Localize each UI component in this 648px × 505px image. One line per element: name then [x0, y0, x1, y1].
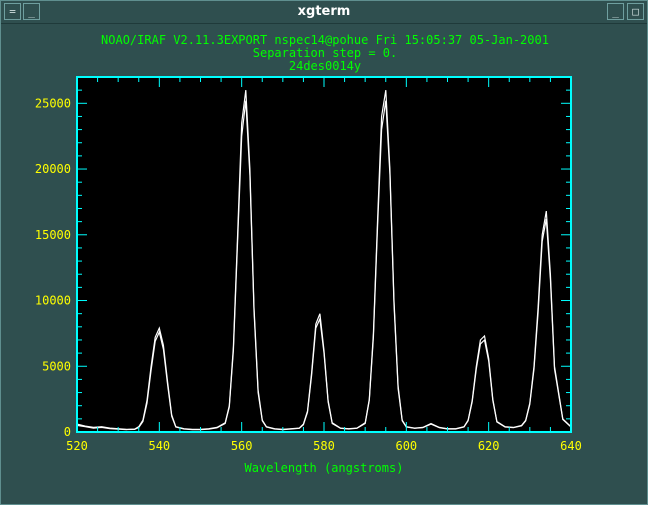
x-tick-label: 580	[313, 439, 335, 453]
y-tick-label: 20000	[35, 162, 71, 176]
x-axis-label: Wavelength (angstroms)	[245, 461, 404, 475]
minimize-button[interactable]: _	[23, 3, 40, 20]
spectrum-traces	[76, 90, 572, 431]
y-tick-label: 0	[64, 425, 71, 439]
spectrum-plot: NOAO/IRAF V2.11.3EXPORT nspec14@pohue Fr…	[35, 33, 582, 475]
x-tick-label: 600	[395, 439, 417, 453]
x-tick-label: 560	[231, 439, 253, 453]
y-tick-label: 5000	[42, 359, 71, 373]
y-tick-label: 15000	[35, 228, 71, 242]
graphics-canvas[interactable]: NOAO/IRAF V2.11.3EXPORT nspec14@pohue Fr…	[9, 25, 641, 499]
title-bar[interactable]: = _ xgterm _ □	[1, 1, 647, 24]
window-title: xgterm	[297, 4, 351, 19]
maximize-button[interactable]: □	[627, 3, 644, 20]
x-tick-label: 620	[478, 439, 500, 453]
header-line-3: 24des0014y	[289, 59, 361, 73]
y-tick-label: 10000	[35, 294, 71, 308]
y-tick-label: 25000	[35, 96, 71, 110]
window-menu-button[interactable]: =	[4, 3, 21, 20]
header-line-1: NOAO/IRAF V2.11.3EXPORT nspec14@pohue Fr…	[101, 33, 549, 47]
header-line-2: Separation step = 0.	[253, 46, 398, 60]
axis-ticks: 520 540 560 580 600 620 640 0 5000 10000 15000 2000…	[35, 76, 582, 453]
spectrum-trace-2	[76, 100, 572, 431]
iconify-button[interactable]: _	[607, 3, 624, 20]
plot-background	[77, 77, 571, 432]
x-tick-label: 540	[148, 439, 170, 453]
x-tick-label: 520	[66, 439, 88, 453]
x-tick-label: 640	[560, 439, 582, 453]
